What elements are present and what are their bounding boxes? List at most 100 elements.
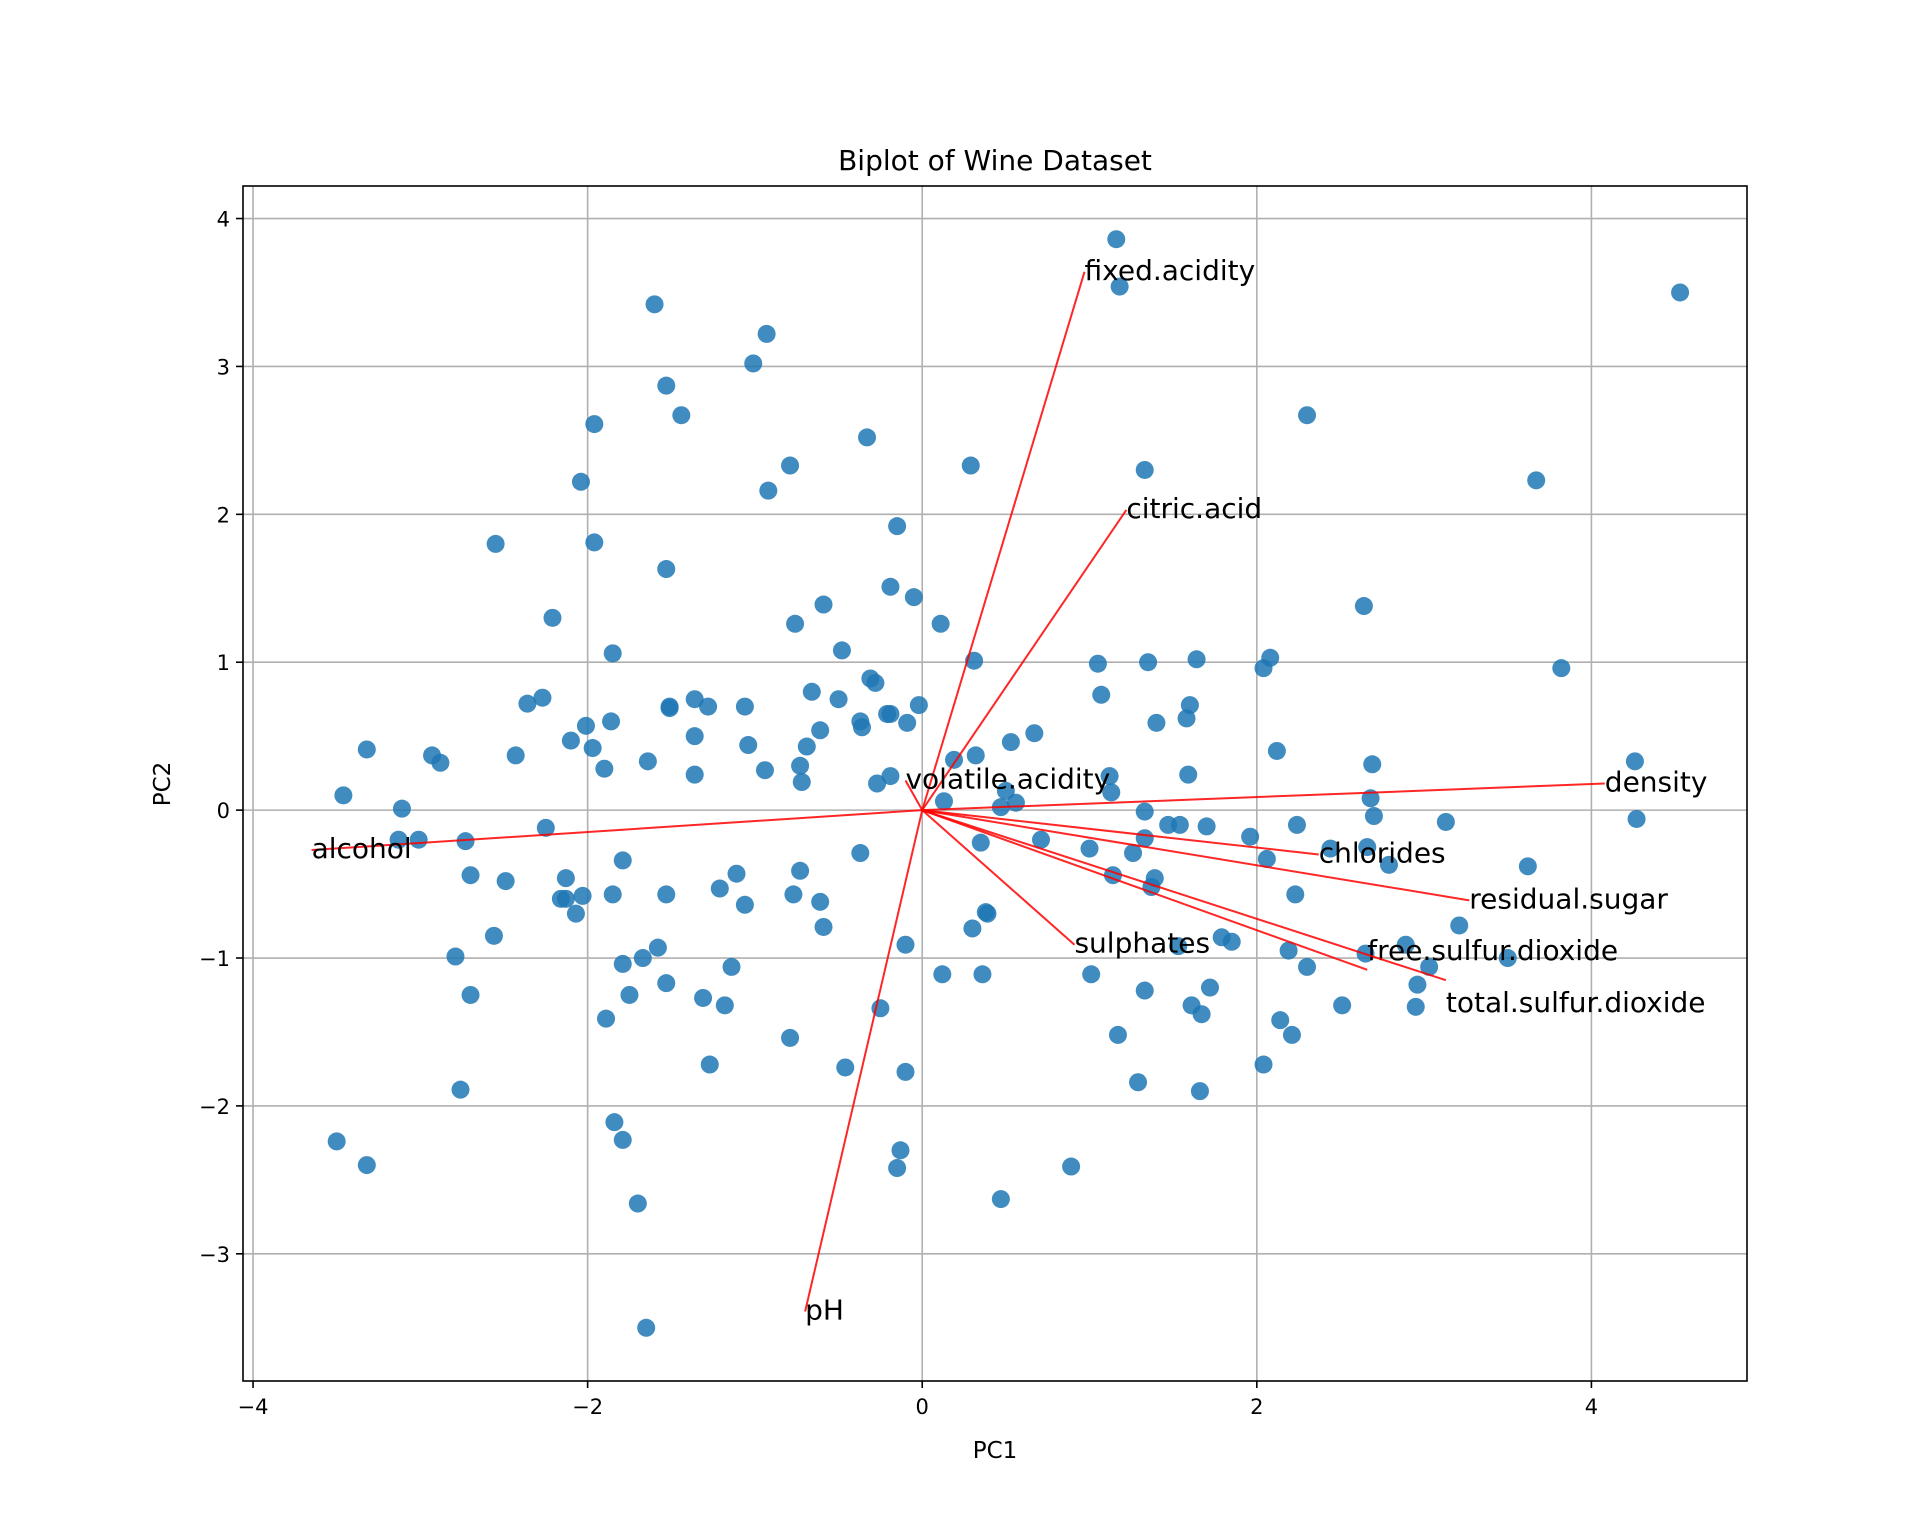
y-tick-label: −3 (199, 1243, 230, 1267)
data-point (431, 753, 450, 772)
loading-arrow-free-sulfur-dioxide (921, 809, 1368, 971)
data-point (1282, 1025, 1301, 1044)
data-point (1364, 807, 1383, 826)
data-point (1241, 827, 1260, 846)
data-point (461, 866, 480, 885)
data-point (1625, 752, 1644, 771)
data-point (1406, 997, 1425, 1016)
data-point (648, 938, 667, 957)
data-point (657, 376, 676, 395)
data-point (1124, 844, 1143, 863)
data-point (1257, 849, 1276, 868)
data-point (1627, 809, 1646, 828)
data-point (832, 641, 851, 660)
loading-arrow-citric-acid (921, 509, 1128, 811)
data-point (613, 954, 632, 973)
data-point (605, 1113, 624, 1132)
data-point (1271, 1011, 1290, 1030)
y-tick-label: 0 (217, 799, 230, 823)
data-point (1354, 597, 1373, 616)
data-point (836, 1058, 855, 1077)
data-point (978, 904, 997, 923)
data-point (851, 844, 870, 863)
data-point (486, 534, 505, 553)
data-point (657, 885, 676, 904)
data-point (896, 1062, 915, 1081)
data-point (556, 869, 575, 888)
data-point (963, 919, 982, 938)
data-point (852, 718, 871, 737)
x-axis-label: PC1 (973, 1438, 1018, 1464)
data-point (881, 704, 900, 723)
data-point (685, 765, 704, 784)
data-point (715, 996, 734, 1015)
loading-label-sulphates: sulphates (1074, 927, 1210, 960)
data-point (1187, 650, 1206, 669)
data-point (700, 1055, 719, 1074)
data-point (1129, 1073, 1148, 1092)
data-point (506, 746, 525, 765)
scatter-points (327, 230, 1690, 1337)
data-point (1279, 941, 1298, 960)
data-point (1498, 949, 1517, 968)
data-point (571, 472, 590, 491)
data-point (744, 354, 763, 373)
data-point (484, 926, 503, 945)
data-point (556, 889, 575, 908)
data-point (888, 517, 907, 536)
x-tick-label: 4 (1585, 1395, 1598, 1419)
loading-arrow-alcohol (311, 809, 923, 852)
data-point (1025, 724, 1044, 743)
loading-label-residual-sugar: residual.sugar (1469, 882, 1668, 915)
data-point (961, 456, 980, 475)
x-tick-label: 2 (1250, 1395, 1263, 1419)
axes-frame (242, 185, 1748, 1382)
data-point (896, 935, 915, 954)
data-point (660, 699, 679, 718)
data-point (909, 696, 928, 715)
data-point (931, 614, 950, 633)
data-point (1169, 937, 1188, 956)
data-point (934, 792, 953, 811)
data-point (1518, 857, 1537, 876)
data-point (561, 731, 580, 750)
data-point (1408, 975, 1427, 994)
data-point (1110, 277, 1129, 296)
data-point (1287, 815, 1306, 834)
data-point (1102, 783, 1121, 802)
loading-label-density: density (1605, 766, 1708, 799)
data-point (735, 895, 754, 914)
data-point (996, 781, 1015, 800)
data-point (791, 756, 810, 775)
chart-title: Biplot of Wine Dataset (838, 144, 1152, 177)
data-point (597, 1009, 616, 1028)
x-tick-label: 0 (916, 1395, 929, 1419)
data-point (451, 1080, 470, 1099)
data-point (781, 1028, 800, 1047)
data-point (637, 1318, 656, 1337)
loading-label-volatile-acidity: volatile.acidity (905, 763, 1110, 796)
x-tick-label: −4 (238, 1395, 269, 1419)
data-point (613, 851, 632, 870)
data-point (1177, 709, 1196, 728)
data-point (613, 1130, 632, 1149)
data-point (533, 688, 552, 707)
loading-arrow-volatile-acidity (904, 780, 924, 811)
data-point (1298, 406, 1317, 425)
data-point (1321, 839, 1340, 858)
loading-arrow-density (922, 782, 1605, 812)
loading-label-free-sulfur-dioxide: free.sulfur.dioxide (1367, 934, 1618, 967)
data-point (456, 832, 475, 851)
data-point (585, 533, 604, 552)
data-point (645, 295, 664, 314)
data-point (781, 456, 800, 475)
data-point (1032, 830, 1051, 849)
data-point (971, 833, 990, 852)
ticks: −4 −2 0 2 4 −3 −2 −1 0 1 2 3 4 (199, 208, 1598, 1419)
data-point (891, 1141, 910, 1160)
data-point (858, 428, 877, 447)
data-point (694, 988, 713, 1007)
y-tick-label: 1 (217, 651, 230, 675)
data-point (1179, 765, 1198, 784)
